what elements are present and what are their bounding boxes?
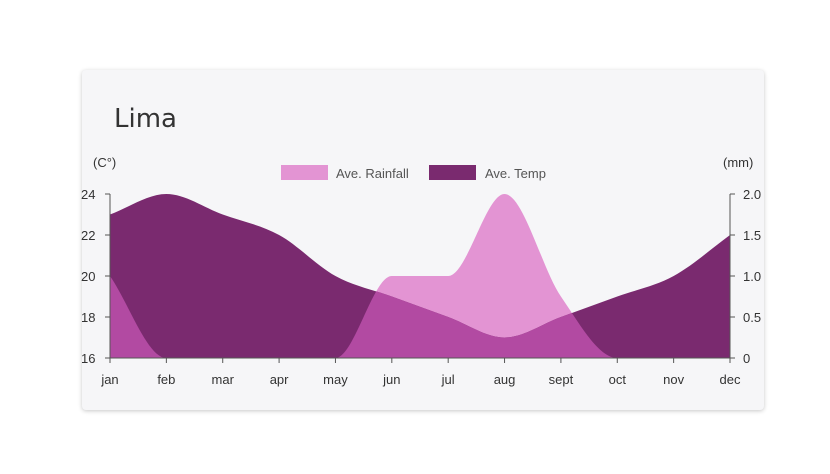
y-right-tick-label: 1.0	[743, 269, 761, 284]
legend-swatch	[429, 165, 476, 180]
y-left-tick-label: 16	[81, 351, 95, 366]
x-tick-label: dec	[720, 372, 741, 387]
x-tick-label: jul	[441, 372, 455, 387]
y-right-tick-label: 2.0	[743, 187, 761, 202]
x-tick-label: oct	[609, 372, 627, 387]
x-tick-label: aug	[494, 372, 516, 387]
y-left-tick-label: 24	[81, 187, 95, 202]
legend-swatch	[281, 165, 328, 180]
y-right-tick-label: 0	[743, 351, 750, 366]
chart-title: Lima	[114, 104, 177, 134]
y-right-tick-label: 0.5	[743, 310, 761, 325]
x-tick-label: may	[323, 372, 348, 387]
x-tick-label: apr	[270, 372, 289, 387]
legend-label: Ave. Temp	[485, 166, 546, 181]
x-tick-label: nov	[663, 372, 684, 387]
y-axis-left-label: (C°)	[93, 155, 116, 170]
y-left-tick-label: 20	[81, 269, 95, 284]
area-layer	[110, 194, 730, 358]
legend-label: Ave. Rainfall	[336, 166, 409, 181]
y-axis-right-label: (mm)	[723, 155, 753, 170]
temp-area	[110, 194, 730, 358]
rainfall-area	[110, 194, 730, 358]
y-right-tick-label: 1.5	[743, 228, 761, 243]
x-tick-label: jun	[382, 372, 400, 387]
x-tick-label: jan	[100, 372, 118, 387]
axes-layer: 16 18 20 22 24 0 0.5 1.0 1.5 2.0 (C°) (mm) jan feb mar…	[81, 155, 761, 387]
x-tick-label: sept	[549, 372, 574, 387]
legend: Ave. Rainfall Ave. Temp	[281, 165, 546, 181]
x-tick-label: mar	[212, 372, 235, 387]
y-left-tick-label: 22	[81, 228, 95, 243]
y-left-tick-label: 18	[81, 310, 95, 325]
x-tick-label: feb	[157, 372, 175, 387]
